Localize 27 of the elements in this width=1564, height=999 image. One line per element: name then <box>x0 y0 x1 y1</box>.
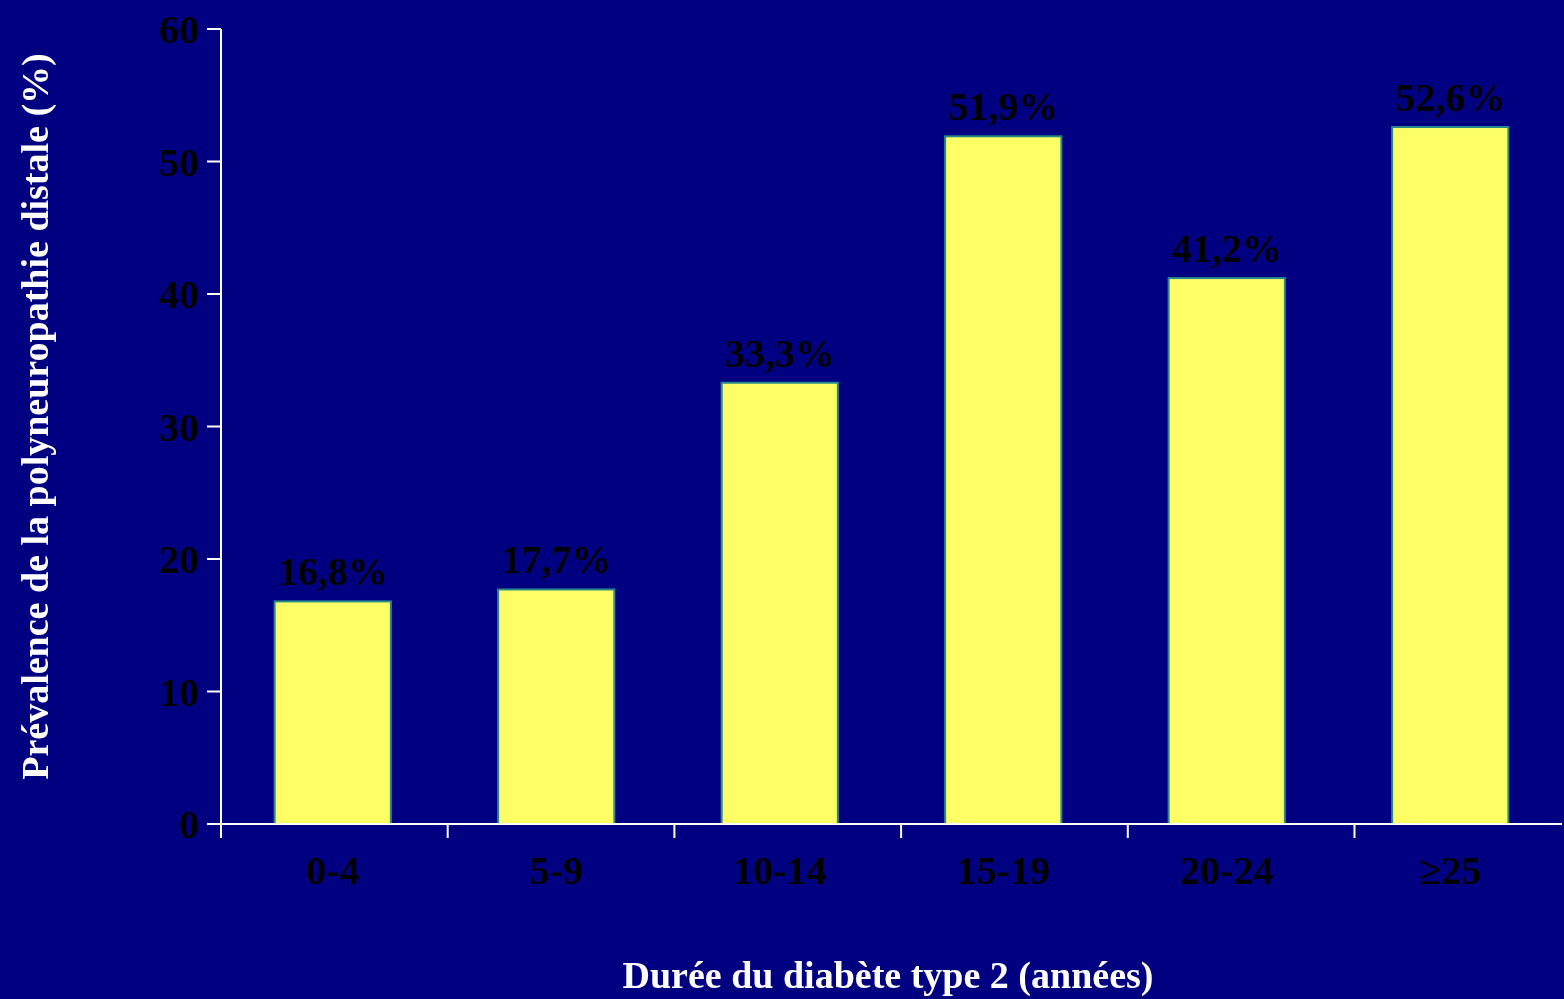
y-tick-label: 10 <box>159 669 199 715</box>
y-tick-label: 50 <box>159 139 199 185</box>
bar <box>1391 126 1510 825</box>
y-axis-title: Prévalence de la polyneuropathie distale (%) <box>14 53 57 780</box>
data-label: 52,6% <box>1395 75 1506 121</box>
bar <box>1167 277 1286 825</box>
y-tick-label: 40 <box>159 272 199 317</box>
bar <box>497 588 616 825</box>
data-label: 41,2% <box>1171 226 1282 272</box>
y-tick-label: 60 <box>159 7 199 52</box>
data-label: 17,7% <box>501 537 612 583</box>
bar <box>944 135 1063 825</box>
y-tick-label: 20 <box>159 537 199 582</box>
bar <box>273 600 392 825</box>
x-tick-label: ≥25 <box>1419 848 1482 893</box>
x-tick-label: 15-19 <box>956 848 1050 893</box>
x-tick-label: 0-4 <box>306 848 360 893</box>
y-tick-label: 0 <box>179 802 199 847</box>
x-tick-label: 20-24 <box>1180 848 1274 893</box>
x-axis-title: Durée du diabète type 2 (années) <box>622 954 1154 997</box>
bar <box>720 381 839 825</box>
data-label: 33,3% <box>724 330 835 376</box>
x-tick-label: 10-14 <box>733 848 827 893</box>
data-label: 16,8% <box>277 549 388 595</box>
data-label: 51,9% <box>948 84 1059 130</box>
y-tick-label: 30 <box>159 404 199 450</box>
x-tick-label: 5-9 <box>529 848 583 893</box>
